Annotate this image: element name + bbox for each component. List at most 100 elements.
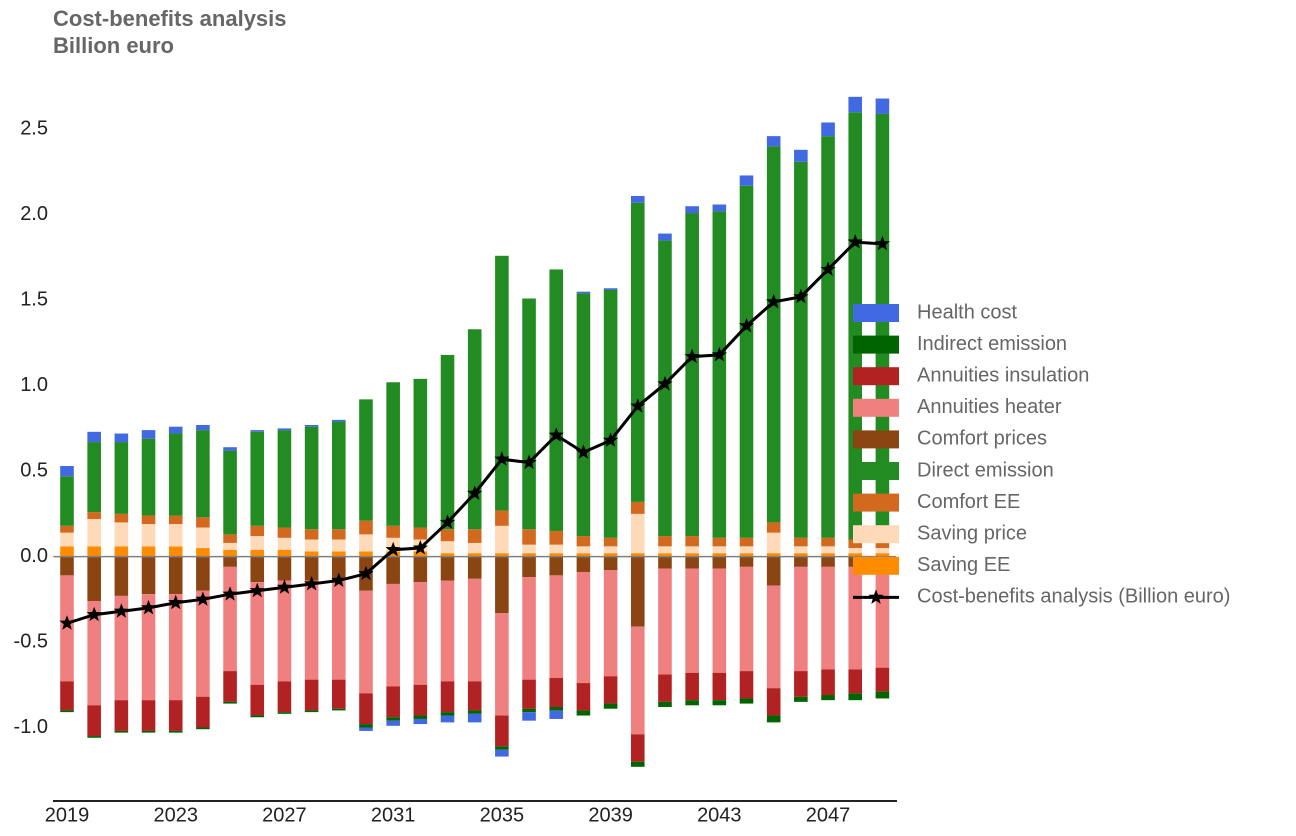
bar-segment [685,206,699,214]
bar-segment [114,442,129,514]
bar-segment [114,513,129,523]
bar-segment [685,556,699,569]
bar-segment [223,549,237,557]
line-marker [684,348,700,364]
bar-segment [576,291,591,294]
bar-segment [332,708,346,711]
bar-segment [603,537,618,547]
bar-segment [114,546,129,557]
x-tick-label: 2023 [153,804,198,826]
bar-segment [467,710,482,714]
bar-segment [794,696,808,702]
bar-segment [168,524,183,547]
bar-segment [359,693,373,725]
bar-segment [87,442,101,513]
bar-segment [495,556,509,613]
bar-segment [386,556,400,584]
line-marker [358,565,374,581]
legend-swatch [853,493,899,512]
bar-segment [223,671,237,702]
bar-segment [386,583,400,687]
bar-segment [630,761,645,767]
line-marker [439,514,456,529]
bar-segment [794,537,808,547]
line-marker [575,444,592,459]
bar-segment [60,681,74,711]
bar-segment [549,530,564,545]
bar-segment [413,715,428,719]
bar-segment [848,96,863,113]
bar-segment [766,715,781,723]
bar-segment [766,556,781,586]
bar-segment [196,556,210,591]
bar-segment [332,421,346,530]
bar-segment [359,534,373,552]
bar-segment [794,161,808,538]
bar-segment [658,536,672,547]
bar-segment [549,677,564,707]
bar-segment [603,546,618,554]
bar-segment [848,548,863,554]
bar-segment [495,612,509,716]
bar-segment [875,691,890,699]
bar-segment [658,546,672,554]
bar-segment [250,431,265,526]
bar-segment [467,556,482,579]
bar-segment [304,424,319,427]
bar-segment [658,556,672,569]
bar-segment [60,532,74,547]
bar-segment [467,542,482,554]
bar-segment [495,749,509,757]
bar-segment [739,175,754,186]
bar-segment [549,575,564,678]
bar-segment [467,329,482,530]
bar-segment [848,693,863,701]
x-tick-label: 2047 [806,804,851,826]
bar-segment [685,536,699,547]
bar-segment [196,696,210,728]
bar-segment [168,700,183,731]
bar-segment [794,149,808,162]
bar-segment [467,553,482,557]
bar-segment [386,686,400,718]
bar-segment [794,553,808,557]
line-marker [304,575,320,591]
legend-swatch [853,367,899,386]
bar-segment [495,255,509,511]
bar-segment [168,433,183,516]
bar-segment [658,701,672,707]
bar-segment [603,289,618,538]
legend-swatch [853,556,899,575]
bar-segment [196,424,210,431]
bar-segment [359,727,373,731]
bar-segment [440,556,455,581]
bar-segment [250,715,265,718]
bar-segment [413,551,428,557]
bar-segment [168,594,183,701]
bar-segment [386,717,400,721]
bar-segment [794,671,808,697]
bar-segment [304,679,319,711]
line-marker [140,599,157,615]
legend-swatch [853,304,899,322]
bar-segment [359,724,373,728]
bar-segment [739,553,754,557]
bar-segment [250,684,265,716]
bar-segment [467,681,482,711]
bar-segment [277,712,292,714]
bar-segment [168,556,183,595]
bar-segment [168,546,183,557]
bar-segment [685,700,699,706]
line-marker [494,451,510,466]
line-marker [195,591,211,606]
bar-segment [712,546,727,554]
chart-title: Cost-benefits analysis [53,6,287,31]
bar-segment [522,679,536,709]
bar-segment [250,525,265,537]
bar-segment [549,706,564,711]
legend-swatch [853,462,899,480]
y-tick-label: 2.0 [20,203,48,225]
bar-segment [766,136,781,147]
bar-segment [658,233,672,241]
legend-label: Annuities insulation [917,364,1089,386]
